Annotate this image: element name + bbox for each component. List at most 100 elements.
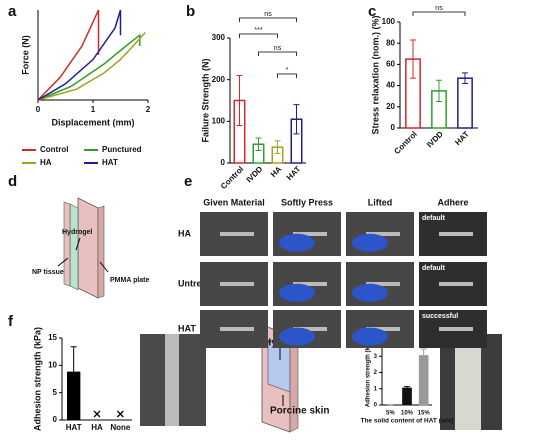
panel-label: f xyxy=(8,313,14,330)
bar xyxy=(418,355,429,406)
error-bar xyxy=(70,346,77,398)
photo-detail xyxy=(439,232,473,236)
diagram-label: PMMA plate xyxy=(110,277,150,284)
photo-detail xyxy=(366,282,400,286)
significance-label: ns xyxy=(264,11,272,18)
row-header: HA xyxy=(178,228,191,238)
no-data-mark xyxy=(116,410,124,418)
diagram-label: NP tissue xyxy=(32,269,64,276)
x-axis-label: The solid content of HAT (w/v) xyxy=(360,418,453,425)
x-tick-label: 0 xyxy=(36,105,41,114)
photo-detail xyxy=(220,327,254,331)
bar xyxy=(457,77,473,129)
panel-label: d xyxy=(8,173,17,190)
x-tick-label: HA xyxy=(91,423,103,432)
glove xyxy=(279,327,315,346)
y-tick-label: 0 xyxy=(221,158,226,167)
photo-h-strip xyxy=(455,334,481,430)
x-tick-label: 10% xyxy=(401,411,414,417)
bar xyxy=(402,387,412,406)
row-header: Untreated xyxy=(178,278,220,288)
x-tick-label: 15% xyxy=(418,411,431,417)
y-tick-label: 0 xyxy=(374,403,378,409)
y-tick-label: 60 xyxy=(386,60,395,69)
glove xyxy=(352,327,388,346)
significance-bracket xyxy=(277,73,297,78)
error-bar xyxy=(436,79,442,102)
x-tick-label: 2 xyxy=(146,105,151,114)
photo-detail xyxy=(220,232,254,236)
y-tick-label: 200 xyxy=(212,75,226,84)
x-tick-label: 5% xyxy=(386,411,395,417)
x-tick-label: IVDD xyxy=(425,129,445,149)
y-tick-label: 15 xyxy=(48,333,57,342)
significance-bracket xyxy=(239,17,297,22)
x-tick-label: HAT xyxy=(285,164,303,182)
y-axis-label: Adhesion strength (kPa) xyxy=(32,327,42,431)
significance-bracket xyxy=(412,11,466,16)
photo-detail xyxy=(293,327,327,331)
series-line xyxy=(37,9,122,101)
y-axis-label: Stress relaxation (nom.) (%) xyxy=(370,15,380,134)
x-axis-label: Displacement (mm) xyxy=(51,117,134,127)
y-tick-label: 2 xyxy=(374,370,378,376)
error-bar xyxy=(420,348,427,363)
legend-label: HA xyxy=(40,158,52,167)
y-tick-label: 100 xyxy=(212,116,226,125)
row-header: HAT xyxy=(178,323,196,333)
y-axis-label: Adhesion strength (kPa) xyxy=(366,338,372,407)
photo-detail xyxy=(293,232,327,236)
column-header: Given Material xyxy=(203,197,265,207)
diagram-label: Hydrogel xyxy=(62,229,92,236)
diagram-g xyxy=(261,324,299,433)
y-axis-label: Failure Strength (N) xyxy=(200,58,210,142)
y-tick-label: 40 xyxy=(386,81,395,90)
y-tick-label: 1 xyxy=(374,386,378,392)
y-tick-label: 100 xyxy=(382,17,396,26)
x-tick-label: None xyxy=(110,423,131,432)
y-tick-label: 0 xyxy=(391,123,396,132)
x-tick-label: HAT xyxy=(66,423,82,432)
significance-bracket xyxy=(239,33,278,38)
y-tick-label: 0 xyxy=(53,415,58,424)
significance-label: ns xyxy=(435,5,443,12)
glove xyxy=(279,283,315,302)
column-header: Adhere xyxy=(437,197,468,207)
photo-detail xyxy=(366,327,400,331)
panel-label: c xyxy=(368,3,376,20)
x-tick-label: Control xyxy=(392,130,418,156)
panel-label: a xyxy=(8,3,17,20)
photo-detail xyxy=(220,282,254,286)
error-bar xyxy=(293,104,300,135)
significance-label: *** xyxy=(254,27,262,34)
photo-overlay: default xyxy=(422,215,446,222)
x-tick-label: Control xyxy=(219,165,245,191)
x-tick-label: HA xyxy=(269,164,284,179)
y-tick-label: 3 xyxy=(374,354,378,360)
significance-label: ns xyxy=(274,45,282,52)
photo-f-strip xyxy=(165,334,179,426)
significance-bracket xyxy=(258,51,297,56)
error-bar xyxy=(410,39,416,79)
photo-detail xyxy=(439,282,473,286)
error-bar xyxy=(255,137,262,151)
photo-detail xyxy=(366,232,400,236)
y-tick-label: 300 xyxy=(212,33,226,42)
x-tick-label: IVDD xyxy=(245,164,265,184)
error-bar xyxy=(274,140,281,154)
glove xyxy=(352,283,388,302)
x-tick-label: 1 xyxy=(91,105,96,114)
error-bar xyxy=(404,386,410,390)
y-axis-label: Force (N) xyxy=(20,35,30,75)
photo-overlay: default xyxy=(422,265,446,272)
no-data-mark xyxy=(93,410,101,418)
diagram-d xyxy=(57,197,109,299)
column-header: Lifted xyxy=(368,197,393,207)
photo-detail xyxy=(439,327,473,331)
y-tick-label: 20 xyxy=(386,102,395,111)
legend-label: HAT xyxy=(102,158,118,167)
x-tick-label: HAT xyxy=(453,129,471,147)
series-line xyxy=(37,9,100,101)
series-line xyxy=(37,33,141,101)
